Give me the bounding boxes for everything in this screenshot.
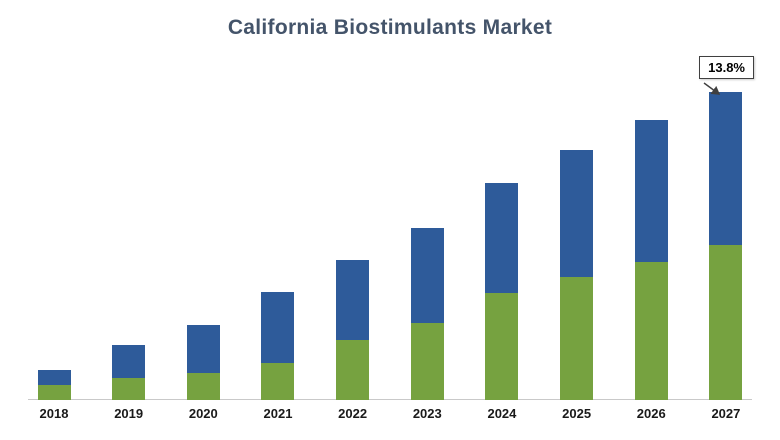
bar-column-2019: 2019	[105, 70, 153, 426]
bar-segment-blue-2025	[560, 150, 594, 277]
bar-stack-2022	[336, 260, 370, 400]
bar-stack-2025	[560, 150, 594, 400]
bar-stack-2019	[112, 345, 146, 400]
x-axis-label-2022: 2022	[338, 406, 368, 421]
bar-segment-blue-2018	[37, 370, 71, 385]
bar-segment-green-2020	[186, 373, 220, 400]
bar-segment-green-2026	[634, 262, 668, 400]
bar-column-2025: 2025	[553, 70, 601, 426]
bar-segment-blue-2022	[336, 260, 370, 340]
bar-segment-green-2025	[560, 277, 594, 400]
bar-segment-blue-2021	[261, 292, 295, 363]
bar-segment-blue-2027	[709, 92, 743, 245]
x-axis-label-2024: 2024	[487, 406, 517, 421]
bar-segment-green-2018	[37, 385, 71, 400]
plot-area: 2018 2019 2020 2021 2022 2023 2024 2025 2026 2027	[28, 70, 752, 426]
bar-segment-green-2019	[112, 378, 146, 400]
bar-segment-green-2027	[709, 245, 743, 400]
x-axis-label-2018: 2018	[39, 406, 69, 421]
x-axis-line	[28, 399, 752, 400]
bar-column-2026: 2026	[627, 70, 675, 426]
cagr-annotation: 13.8%	[699, 56, 754, 79]
bar-stack-2027	[709, 92, 743, 400]
bar-stack-2024	[485, 183, 519, 400]
bar-segment-blue-2024	[485, 183, 519, 293]
bar-column-2022: 2022	[329, 70, 377, 426]
bar-segment-green-2021	[261, 363, 295, 400]
bar-segment-blue-2023	[410, 228, 444, 323]
x-axis-label-2020: 2020	[188, 406, 218, 421]
bar-segment-green-2022	[336, 340, 370, 400]
bar-column-2020: 2020	[179, 70, 227, 426]
chart-title: California Biostimulants Market	[227, 16, 553, 39]
x-axis-label-2026: 2026	[636, 406, 666, 421]
x-axis-label-2019: 2019	[114, 406, 144, 421]
bar-column-2021: 2021	[254, 70, 302, 426]
bar-stack-2020	[186, 325, 220, 400]
x-axis-label-2025: 2025	[562, 406, 592, 421]
bar-stack-2026	[634, 120, 668, 400]
bar-segment-green-2024	[485, 293, 519, 400]
bar-segment-blue-2020	[186, 325, 220, 373]
bar-segment-blue-2019	[112, 345, 146, 378]
x-axis-label-2021: 2021	[263, 406, 293, 421]
bar-column-2018: 2018	[30, 70, 78, 426]
bar-segment-green-2023	[410, 323, 444, 400]
x-axis-label-2027: 2027	[711, 406, 741, 421]
bar-stack-2021	[261, 292, 295, 400]
bar-column-2027: 2027	[702, 70, 750, 426]
x-axis-label-2023: 2023	[412, 406, 442, 421]
bar-stack-2018	[37, 370, 71, 400]
bar-stack-2023	[410, 228, 444, 400]
bar-column-2024: 2024	[478, 70, 526, 426]
bar-segment-blue-2026	[634, 120, 668, 262]
bar-column-2023: 2023	[403, 70, 451, 426]
